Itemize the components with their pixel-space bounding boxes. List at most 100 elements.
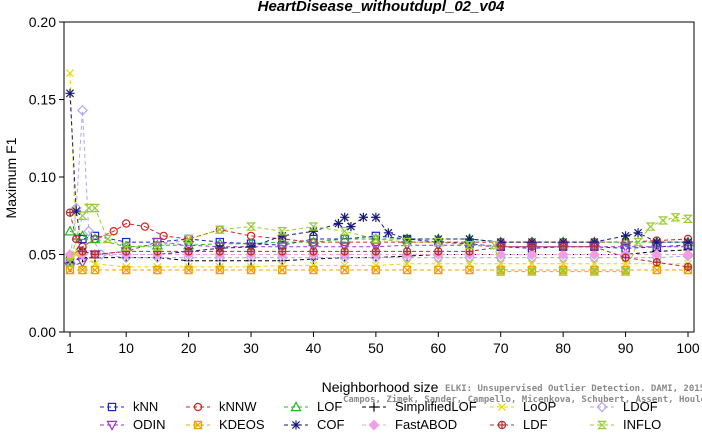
data-point-inflo bbox=[489, 241, 500, 250]
legend-marker bbox=[368, 419, 380, 431]
x-axis: 1 10 20 30 40 50 60 70 80 90 100 bbox=[66, 332, 700, 356]
data-point-kdeos bbox=[434, 265, 443, 275]
data-point-cof bbox=[527, 237, 537, 247]
series-ldf bbox=[65, 208, 693, 272]
legend-item-inflo: INFLO bbox=[590, 417, 661, 432]
data-point-ldf bbox=[496, 242, 505, 251]
data-point-knn bbox=[121, 237, 131, 247]
data-point-knnw bbox=[121, 219, 131, 228]
legend-label: LDOF bbox=[623, 399, 658, 414]
data-point-kdeos bbox=[652, 265, 661, 275]
x-axis-label: Neighborhood size bbox=[322, 379, 439, 395]
x-tick-label: 40 bbox=[306, 340, 322, 356]
data-point-kdeos bbox=[465, 265, 474, 275]
legend-marker bbox=[290, 401, 302, 412]
legend-label: KDEOS bbox=[219, 417, 265, 432]
x-tick-label: 70 bbox=[493, 340, 509, 356]
x-tick-label: 30 bbox=[243, 340, 259, 356]
data-point-cof bbox=[358, 212, 368, 222]
data-point-ldf bbox=[590, 242, 599, 251]
x-tick-label: 100 bbox=[676, 340, 700, 356]
data-point-inflo bbox=[558, 267, 569, 276]
data-point-ldf bbox=[246, 247, 256, 256]
legend-item-lof: LOF bbox=[284, 399, 342, 414]
legend-label: ODIN bbox=[133, 417, 166, 432]
data-point-inflo bbox=[89, 203, 101, 213]
legend-label: COF bbox=[317, 417, 345, 432]
y-axis-label: Maximum F1 bbox=[3, 137, 19, 218]
data-point-cof bbox=[558, 237, 568, 247]
data-point-ldf bbox=[683, 262, 693, 272]
data-point-ldof bbox=[83, 225, 95, 237]
legend-item-simplifiedlof: SimplifiedLOF bbox=[362, 399, 477, 414]
data-point-lof bbox=[64, 225, 76, 236]
series-inflo bbox=[64, 203, 694, 276]
data-point-inflo bbox=[645, 222, 656, 231]
data-point-knnw bbox=[109, 227, 118, 236]
data-point-inflo bbox=[83, 203, 94, 213]
legend-label: SimplifiedLOF bbox=[395, 399, 477, 414]
data-point-kdeos bbox=[78, 265, 87, 275]
data-point-loop bbox=[65, 69, 75, 78]
series-line-odin bbox=[69, 241, 688, 268]
data-point-inflo bbox=[657, 216, 669, 225]
x-tick-label: 50 bbox=[368, 340, 384, 356]
x-tick-label: 90 bbox=[618, 340, 634, 356]
data-point-ldof bbox=[77, 104, 88, 116]
data-point-cof bbox=[340, 212, 350, 222]
data-point-kdeos bbox=[402, 265, 412, 275]
data-point-ldf bbox=[215, 247, 225, 256]
plot-frame bbox=[63, 21, 695, 333]
data-point-inflo bbox=[402, 237, 413, 247]
data-point-inflo bbox=[102, 234, 113, 244]
data-point-fastabod bbox=[557, 249, 569, 260]
legend-marker bbox=[291, 420, 301, 430]
data-point-fastabod bbox=[588, 249, 600, 260]
legend-item-knn: kNN bbox=[100, 399, 158, 414]
legend-item-cof: COF bbox=[284, 417, 345, 432]
data-point-cof bbox=[652, 237, 662, 247]
data-point-ldf bbox=[558, 242, 568, 251]
data-point-kdeos bbox=[278, 265, 287, 275]
data-point-fastabod bbox=[495, 249, 507, 260]
x-tick-label: 10 bbox=[118, 340, 134, 356]
data-point-ldf bbox=[621, 253, 630, 262]
legend-marker bbox=[596, 401, 608, 413]
data-point-cof bbox=[277, 231, 287, 241]
data-point-cof bbox=[333, 218, 344, 229]
legend-marker bbox=[193, 402, 203, 412]
data-point-inflo bbox=[214, 225, 225, 234]
data-point-ldf bbox=[652, 258, 661, 267]
series-line-simplifiedlof bbox=[69, 249, 689, 263]
data-point-inflo bbox=[620, 267, 631, 276]
data-point-cof bbox=[383, 228, 393, 238]
legend-marker bbox=[193, 420, 203, 430]
series-kdeos bbox=[65, 265, 693, 275]
data-point-odin bbox=[619, 242, 632, 253]
legend-marker bbox=[497, 402, 507, 412]
data-point-fastabod bbox=[682, 249, 694, 260]
data-point-lof bbox=[307, 236, 320, 247]
data-point-kdeos bbox=[309, 265, 318, 275]
watermark-line2: Campos, Zimek, Sander, Campello, Micenko… bbox=[343, 394, 702, 405]
data-point-lof bbox=[276, 236, 288, 247]
data-point-ldf bbox=[434, 247, 443, 256]
data-point-ldf bbox=[309, 247, 318, 256]
data-point-ldf bbox=[278, 247, 287, 256]
data-point-kdeos bbox=[246, 265, 256, 275]
legend-label: kNNW bbox=[219, 399, 257, 414]
data-point-odin bbox=[214, 242, 226, 253]
legend-item-kdeos: KDEOS bbox=[186, 417, 265, 432]
y-axis: 0.00 0.05 0.10 0.15 0.20 bbox=[29, 14, 64, 340]
data-point-kdeos bbox=[340, 265, 349, 275]
data-point-inflo bbox=[121, 242, 132, 251]
data-point-inflo bbox=[526, 267, 537, 276]
data-point-ldf bbox=[78, 247, 87, 256]
data-point-cof bbox=[464, 234, 475, 244]
data-point-ldf bbox=[90, 250, 100, 259]
data-point-inflo bbox=[64, 258, 76, 267]
series-line-loop bbox=[69, 73, 688, 268]
data-point-inflo bbox=[277, 227, 288, 236]
data-point-odin bbox=[307, 242, 320, 253]
